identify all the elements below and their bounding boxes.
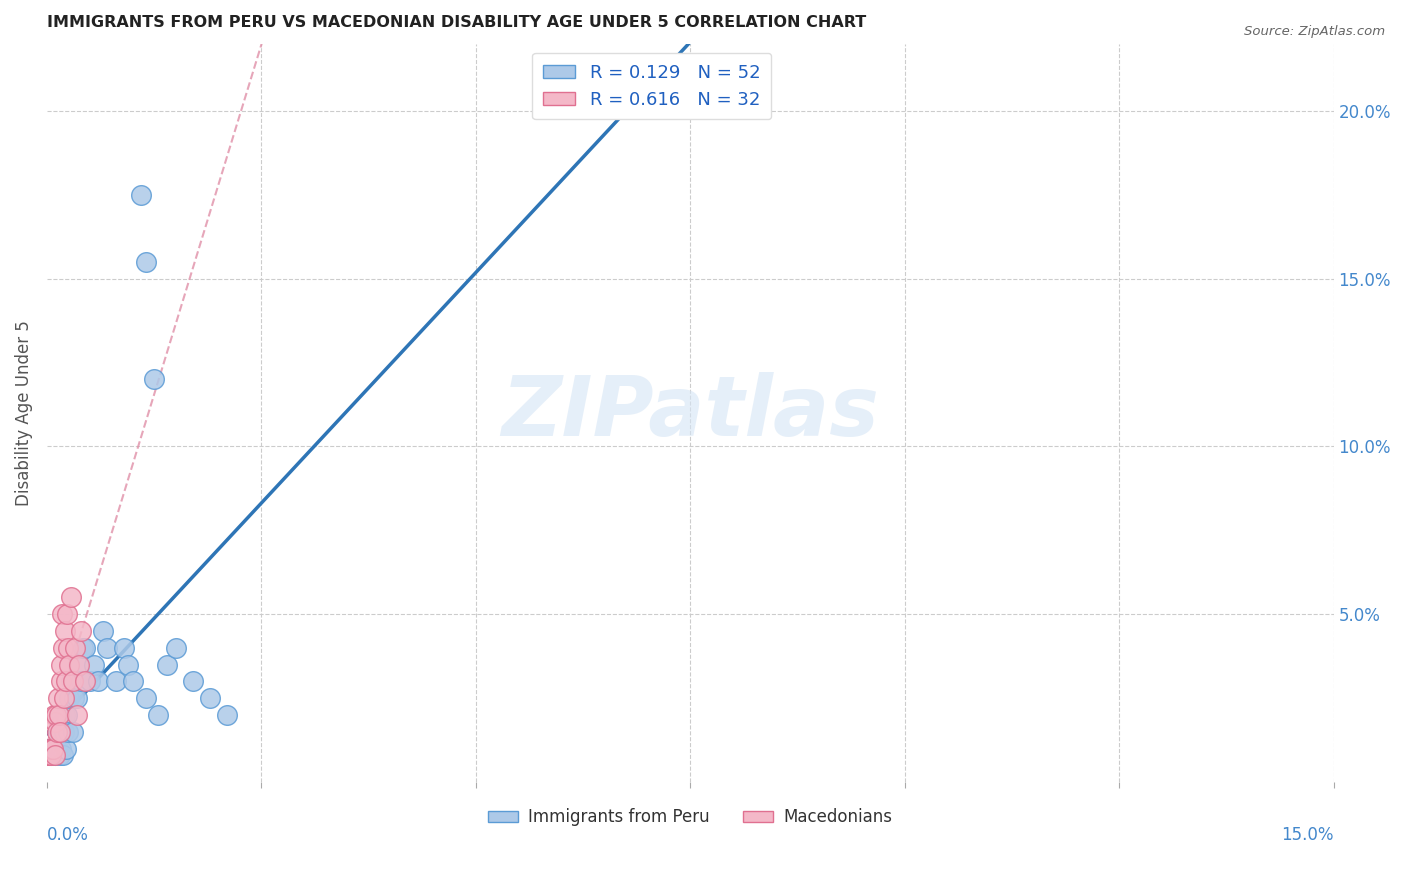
- Point: [117, 657, 139, 672]
- Point: [53, 691, 76, 706]
- Point: [51, 708, 73, 723]
- Point: [49, 748, 72, 763]
- Point: [156, 657, 179, 672]
- Point: [42, 741, 65, 756]
- Point: [46, 741, 69, 756]
- Point: [129, 187, 152, 202]
- Point: [46, 724, 69, 739]
- Point: [87, 674, 110, 689]
- Text: 0.0%: 0.0%: [46, 826, 89, 845]
- Point: [72, 640, 94, 655]
- Point: [49, 724, 72, 739]
- Point: [63, 640, 86, 655]
- Point: [45, 708, 67, 723]
- Point: [198, 691, 221, 706]
- Point: [52, 640, 75, 655]
- Point: [39, 748, 62, 763]
- Point: [52, 748, 75, 763]
- Point: [49, 741, 72, 756]
- Point: [44, 748, 66, 763]
- Text: Source: ZipAtlas.com: Source: ZipAtlas.com: [1244, 25, 1385, 38]
- Point: [48, 724, 70, 739]
- Point: [48, 708, 70, 723]
- Point: [148, 708, 170, 723]
- Point: [59, 674, 82, 689]
- Point: [42, 708, 65, 723]
- Point: [46, 741, 69, 756]
- Point: [49, 674, 72, 689]
- Point: [55, 674, 77, 689]
- Point: [38, 748, 60, 763]
- Point: [75, 640, 97, 655]
- Point: [46, 691, 69, 706]
- Legend: Immigrants from Peru, Macedonians: Immigrants from Peru, Macedonians: [482, 802, 898, 833]
- Point: [41, 741, 63, 756]
- Point: [55, 607, 77, 622]
- Point: [165, 640, 187, 655]
- Point: [181, 674, 204, 689]
- Point: [66, 708, 89, 723]
- Point: [38, 741, 60, 756]
- Point: [83, 657, 105, 672]
- Point: [44, 748, 66, 763]
- Point: [39, 741, 62, 756]
- Point: [35, 741, 58, 756]
- Point: [38, 748, 60, 763]
- Point: [70, 674, 93, 689]
- Point: [39, 748, 62, 763]
- Point: [66, 691, 89, 706]
- Point: [51, 657, 73, 672]
- Point: [58, 724, 80, 739]
- Point: [44, 748, 66, 763]
- Point: [53, 624, 76, 638]
- Point: [66, 657, 89, 672]
- Point: [135, 255, 157, 269]
- Point: [70, 624, 93, 638]
- Point: [39, 748, 62, 763]
- Point: [42, 748, 65, 763]
- Point: [96, 640, 118, 655]
- Point: [53, 708, 76, 723]
- Point: [63, 691, 86, 706]
- Point: [62, 724, 84, 739]
- Point: [41, 741, 63, 756]
- Point: [58, 657, 80, 672]
- Point: [75, 674, 97, 689]
- Point: [35, 748, 58, 763]
- Point: [51, 607, 73, 622]
- Point: [51, 714, 73, 729]
- Point: [42, 741, 65, 756]
- Point: [55, 708, 77, 723]
- Point: [104, 674, 127, 689]
- Point: [69, 657, 91, 672]
- Point: [91, 624, 114, 638]
- Point: [121, 674, 143, 689]
- Point: [62, 674, 84, 689]
- Point: [112, 640, 135, 655]
- Text: ZIPatlas: ZIPatlas: [502, 372, 879, 453]
- Point: [44, 741, 66, 756]
- Point: [58, 640, 80, 655]
- Point: [59, 591, 82, 605]
- Point: [135, 691, 157, 706]
- Point: [79, 674, 101, 689]
- Text: IMMIGRANTS FROM PERU VS MACEDONIAN DISABILITY AGE UNDER 5 CORRELATION CHART: IMMIGRANTS FROM PERU VS MACEDONIAN DISAB…: [46, 15, 866, 30]
- Point: [53, 724, 76, 739]
- Point: [55, 741, 77, 756]
- Y-axis label: Disability Age Under 5: Disability Age Under 5: [15, 320, 32, 506]
- Point: [38, 741, 60, 756]
- Point: [44, 714, 66, 729]
- Point: [143, 372, 166, 386]
- Point: [58, 691, 80, 706]
- Point: [215, 708, 238, 723]
- Text: 15.0%: 15.0%: [1281, 826, 1334, 845]
